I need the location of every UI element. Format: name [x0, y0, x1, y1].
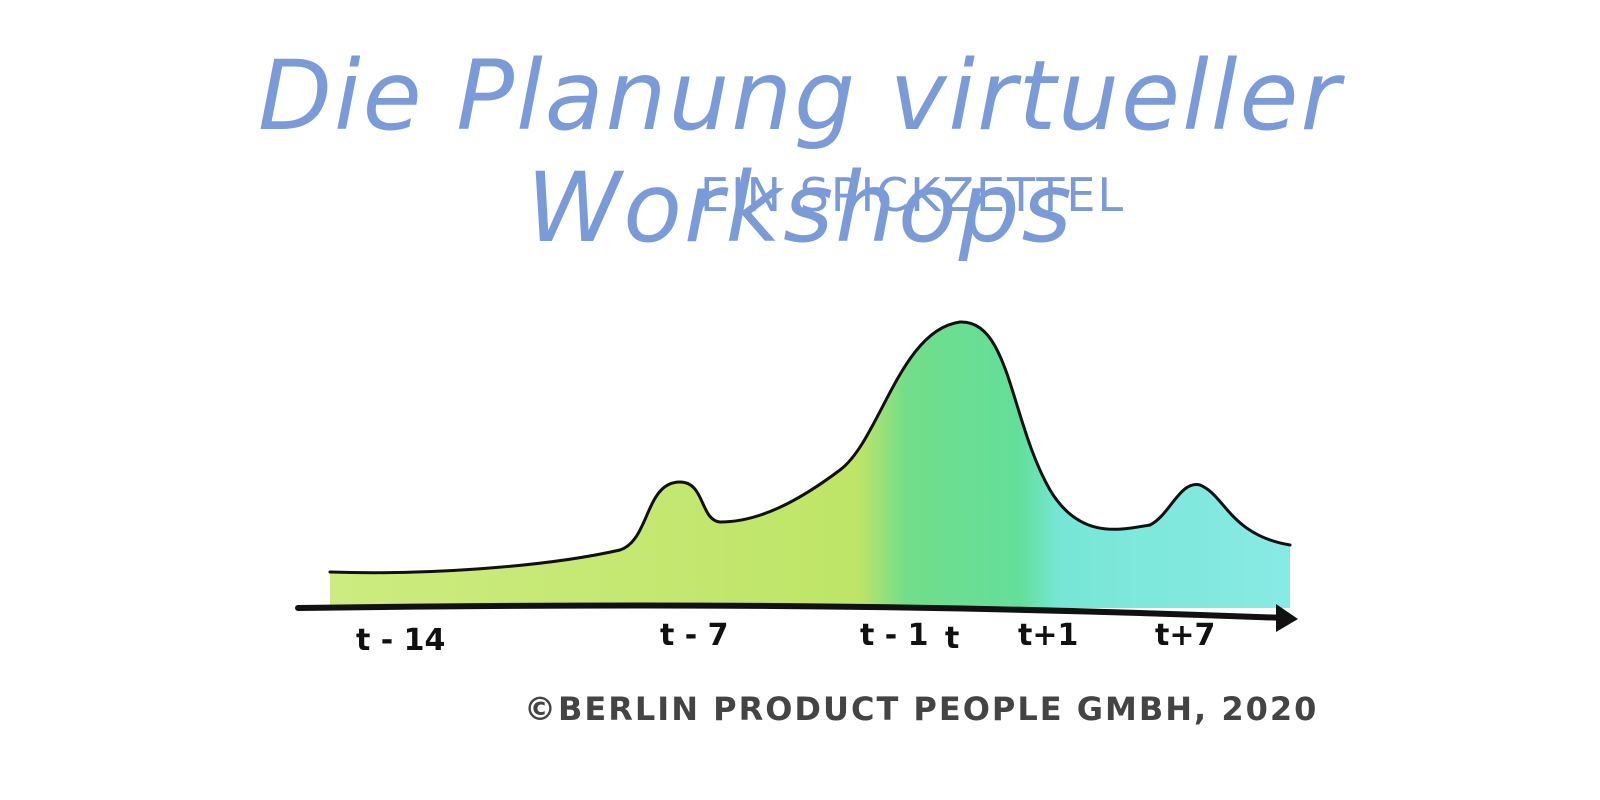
page-subtitle: EIN SPICKZETTEL [700, 168, 1126, 222]
copyright-notice: ©BERLIN PRODUCT PEOPLE GMBH, 2020 [524, 690, 1319, 728]
time-axis [295, 602, 1288, 621]
tick-label-t-plus-1: t+1 [1018, 618, 1078, 653]
tick-label-t-minus-14: t - 14 [356, 623, 445, 658]
tick-label-t: t [945, 621, 959, 656]
effort-curve [328, 320, 1292, 575]
tick-label-t-plus-7: t+7 [1155, 618, 1215, 653]
tick-label-t-minus-7: t - 7 [660, 618, 729, 653]
axis-arrowhead [1276, 604, 1298, 632]
effort-area [330, 321, 1290, 608]
page-title: Die Planung virtueller Workshops [258, 40, 1342, 264]
tick-label-t-minus-1: t - 1 [860, 618, 929, 653]
